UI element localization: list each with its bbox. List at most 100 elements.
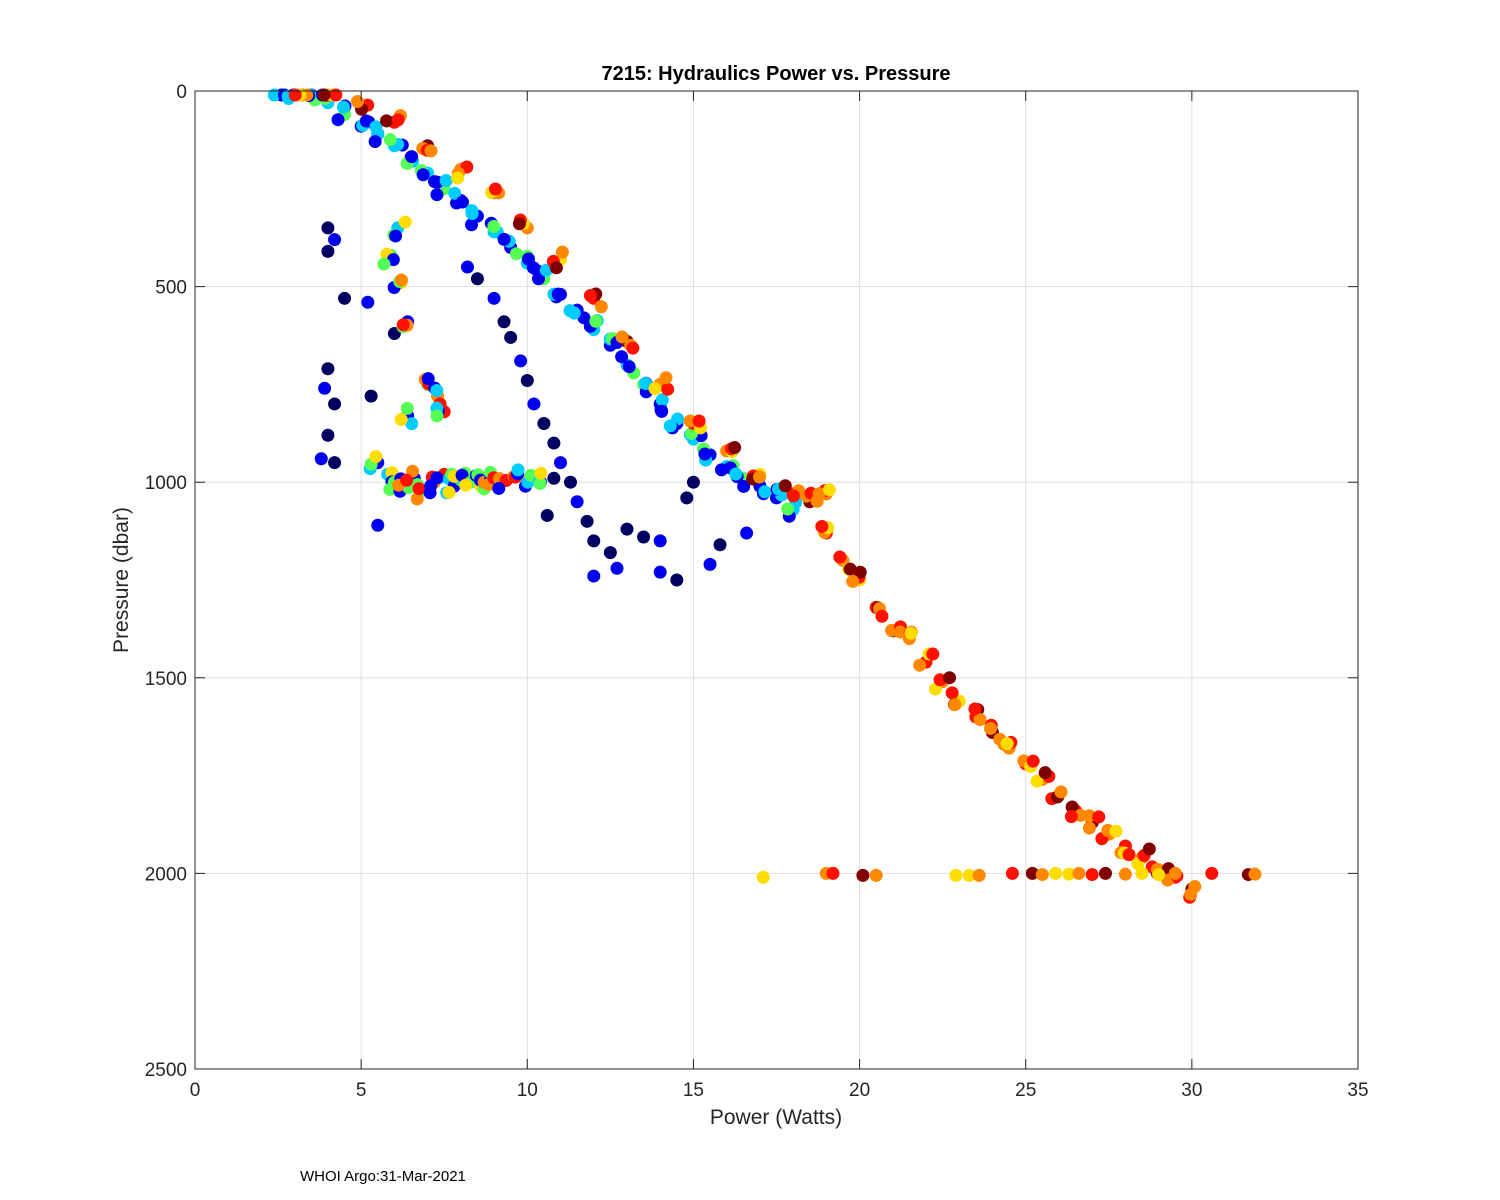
- scatter-point: [321, 362, 335, 376]
- scatter-point: [512, 217, 526, 231]
- scatter-point: [659, 371, 673, 385]
- scatter-point: [580, 514, 594, 528]
- scatter-point: [455, 195, 469, 209]
- chart-title: 7215: Hydraulics Power vs. Pressure: [601, 63, 950, 85]
- scatter-point: [972, 868, 986, 882]
- scatter-point: [321, 244, 335, 258]
- scatter-point: [400, 401, 414, 415]
- scatter-point: [331, 113, 345, 127]
- scatter-point: [383, 133, 397, 147]
- scatter-point: [371, 518, 385, 532]
- x-tick-label: 10: [517, 1080, 538, 1101]
- scatter-point: [945, 686, 959, 700]
- scatter-point: [1098, 866, 1112, 880]
- scatter-point: [603, 546, 617, 560]
- scatter-point: [648, 382, 662, 396]
- scatter-point: [329, 88, 343, 102]
- scatter-point: [670, 573, 684, 587]
- scatter-point: [661, 382, 675, 396]
- scatter-point: [686, 475, 700, 489]
- scatter-point: [589, 314, 603, 328]
- scatter-point: [405, 150, 419, 164]
- scatter-point: [1205, 866, 1219, 880]
- scatter-point: [698, 447, 712, 461]
- scatter-point: [540, 508, 554, 522]
- scatter-point: [1064, 810, 1078, 824]
- scatter-point: [781, 502, 795, 516]
- scatter-point: [620, 522, 634, 536]
- scatter-point: [497, 232, 511, 246]
- x-axis-label: Power (Watts): [710, 1106, 842, 1129]
- y-axis-label: Pressure (dbar): [110, 507, 133, 653]
- y-tick-label: 2000: [145, 864, 187, 885]
- x-tick-label: 35: [1347, 1080, 1368, 1101]
- scatter-point: [288, 88, 302, 102]
- scatter-point: [1168, 866, 1182, 880]
- scatter-point: [1118, 867, 1132, 881]
- scatter-point: [729, 467, 743, 481]
- scatter-point: [391, 113, 405, 127]
- scatter-point: [554, 456, 568, 470]
- footer-attribution: WHOI Argo:31-Mar-2021: [300, 1168, 466, 1185]
- scatter-point: [983, 721, 997, 735]
- scatter-point: [893, 625, 907, 639]
- scatter-point: [846, 574, 860, 588]
- scatter-point: [875, 609, 889, 623]
- scatter-point: [430, 409, 444, 423]
- scatter-point: [509, 247, 523, 261]
- scatter-point: [424, 144, 438, 158]
- scatter-point: [547, 436, 561, 450]
- scatter-point: [968, 702, 982, 716]
- scatter-point: [537, 417, 551, 431]
- scatter-point: [361, 295, 375, 309]
- scatter-point: [410, 492, 424, 506]
- x-tick-label: 0: [190, 1080, 201, 1101]
- scatter-point: [1005, 866, 1019, 880]
- scatter-point: [328, 233, 342, 247]
- scatter-point: [943, 671, 957, 685]
- scatter-point: [487, 291, 501, 305]
- scatter-point: [504, 330, 518, 344]
- scatter-point: [511, 463, 525, 477]
- scatter-point: [563, 475, 577, 489]
- scatter-point: [534, 466, 548, 480]
- scatter-point: [377, 257, 391, 271]
- scatter-point: [460, 260, 474, 274]
- scatter-point: [1072, 866, 1086, 880]
- scatter-point: [405, 417, 419, 431]
- y-tick-label: 1000: [145, 473, 187, 494]
- scatter-point: [626, 341, 640, 355]
- scatter-point: [380, 114, 394, 128]
- scatter-point: [587, 534, 601, 548]
- scatter-point: [487, 220, 501, 234]
- scatter-point: [786, 489, 800, 503]
- scatter-point: [527, 397, 541, 411]
- scatter-point: [497, 315, 511, 329]
- scatter-point: [653, 565, 667, 579]
- scatter-point: [833, 550, 847, 564]
- scatter-point: [442, 485, 456, 499]
- scatter-point: [314, 452, 328, 466]
- scatter-point: [1085, 868, 1099, 882]
- y-tick-label: 1500: [145, 669, 187, 690]
- scatter-point: [547, 471, 561, 485]
- x-tick-label: 5: [356, 1080, 367, 1101]
- scatter-point: [615, 350, 629, 364]
- scatter-point: [1054, 785, 1068, 799]
- scatter-point: [369, 450, 383, 464]
- scatter-point: [514, 354, 528, 368]
- scatter-point: [555, 245, 569, 259]
- scatter-point: [610, 561, 624, 575]
- scatter-point: [949, 868, 963, 882]
- scatter-point: [853, 565, 867, 579]
- scatter-point: [1184, 887, 1198, 901]
- scatter-point: [752, 470, 766, 484]
- scatter-point: [756, 870, 770, 884]
- scatter-point: [394, 273, 408, 287]
- scatter-point: [583, 288, 597, 302]
- scatter-point: [492, 481, 506, 495]
- scatter-point: [359, 114, 373, 128]
- scatter-point: [1030, 774, 1044, 788]
- scatter-point: [594, 300, 608, 314]
- scatter-point: [1082, 809, 1096, 823]
